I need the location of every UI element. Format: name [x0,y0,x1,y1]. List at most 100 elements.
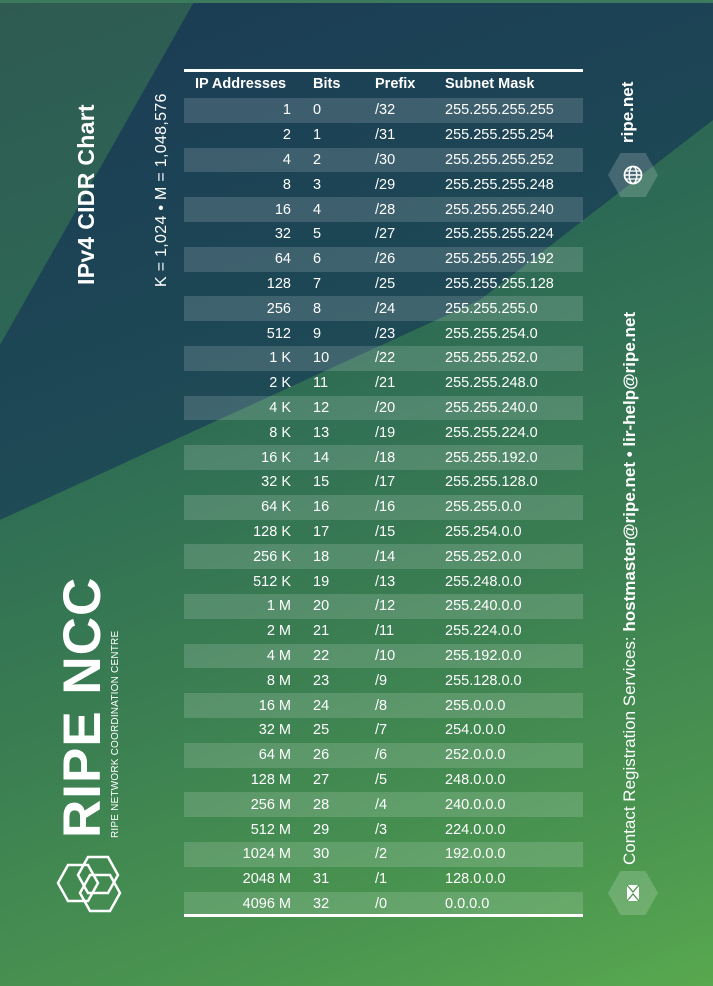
cell-bits: 5 [313,226,322,243]
cell-bits: 16 [313,494,375,520]
page-title: IPv4 CIDR Chart [73,104,99,285]
header-subnet-mask: Subnet Mask [445,76,535,92]
cell-prefix: /6 [375,742,445,768]
cell-subnet-mask: 224.0.0.0 [445,821,506,838]
cell-ip-addresses: 1 M [184,593,313,619]
cell-bits: 0 [313,98,375,123]
cell-ip-addresses: 256 K [184,544,313,570]
cell-bits: 29 [313,821,330,838]
cell-ip-addresses: 512 M [250,821,291,838]
cell-prefix: /24 [375,296,445,322]
cell-subnet-mask: 255.224.0.0 [445,623,522,640]
cell-subnet-mask: 192.0.0.0 [445,841,583,867]
cell-bits: 6 [313,246,375,272]
table-row: 32 K 15/17 255.255.128.0 [184,470,583,495]
cell-bits: 15 [313,474,330,491]
cell-subnet-mask: 255.255.255.192 [445,246,583,272]
header-bits: Bits [313,76,341,92]
cidr-table: IP Addresses Bits Prefix Subnet Mask 1 0/… [184,70,583,917]
cell-ip-addresses: 2 K [269,375,291,392]
table-row: 128 M 27/5 248.0.0.0 [184,768,583,793]
cell-subnet-mask: 255.255.255.128 [445,275,554,292]
cell-ip-addresses: 16 [184,197,313,222]
cell-bits: 19 [313,573,330,590]
cell-bits: 1 [313,127,322,144]
cell-subnet-mask: 255.255.255.252 [445,147,583,173]
cell-prefix: /20 [375,395,445,421]
cell-bits: 8 [313,296,375,322]
cell-prefix: /2 [375,841,445,867]
cell-ip-addresses: 1 K [184,345,313,371]
cell-subnet-mask: 255.255.254.0 [445,325,538,342]
hexagon-cubes-logo [56,855,122,913]
table-row: 4 2/30 255.255.255.252 [184,147,583,173]
cell-bits: 4 [313,197,375,222]
table-row: 32 5/27 255.255.255.224 [184,222,583,247]
table-bottom-rule [184,914,583,917]
cell-bits: 23 [313,672,330,689]
table-row: 128 7/25 255.255.255.128 [184,272,583,297]
table-row: 256 8/24 255.255.255.0 [184,296,583,322]
cell-ip-addresses: 4 M [184,643,313,669]
mail-icon [626,884,640,902]
cell-prefix: /18 [375,445,445,470]
table-row: 8 M 23/9 255.128.0.0 [184,668,583,693]
table-row: 4 K 12/20 255.255.240.0 [184,395,583,421]
cell-ip-addresses: 32 M [258,722,291,739]
cell-prefix: /16 [375,494,445,520]
table-row: 4096 M 32/0 0.0.0.0 [184,891,583,917]
cell-ip-addresses: 128 M [250,771,291,788]
cell-subnet-mask: 255.255.224.0 [445,424,538,441]
table-header-row: IP Addresses Bits Prefix Subnet Mask [184,70,583,98]
table-row: 16 M 24/8 255.0.0.0 [184,693,583,718]
table-row: 8 K 13/19 255.255.224.0 [184,420,583,445]
cell-subnet-mask: 255.192.0.0 [445,643,583,669]
cell-bits: 32 [313,891,375,917]
cell-ip-addresses: 2 M [266,623,291,640]
cell-subnet-mask: 255.128.0.0 [445,672,522,689]
cell-prefix: /12 [375,593,445,619]
cell-subnet-mask: 0.0.0.0 [445,891,583,917]
cell-ip-addresses: 4 [184,147,313,173]
cell-bits: 3 [313,176,322,193]
cell-ip-addresses: 512 K [253,573,291,590]
cell-ip-addresses: 32 [274,226,291,243]
table-row: 4 M 22/10 255.192.0.0 [184,643,583,669]
cell-prefix: /31 [375,127,396,144]
table-row: 16 4/28 255.255.255.240 [184,197,583,222]
cell-prefix: /28 [375,197,445,222]
header-prefix: Prefix [375,76,416,92]
cell-bits: 30 [313,841,375,867]
cell-bits: 21 [313,623,330,640]
table-row: 64 M 26/6 252.0.0.0 [184,742,583,768]
website-link[interactable]: ripe.net [618,81,637,143]
cell-subnet-mask: 240.0.0.0 [445,792,583,818]
table-row: 2 K 11/21 255.255.248.0 [184,371,583,396]
table-row: 128 K 17/15 255.254.0.0 [184,520,583,545]
contact-emails[interactable]: hostmaster@ripe.net • lir-help@ripe.net [620,311,639,632]
table-row: 2 1/31 255.255.255.254 [184,123,583,148]
cell-prefix: /22 [375,345,445,371]
cell-ip-addresses: 128 [266,275,291,292]
globe-icon [623,165,643,185]
mail-icon-badge[interactable] [608,871,658,915]
cell-prefix: /23 [375,325,396,342]
cell-subnet-mask: 255.255.248.0 [445,375,538,392]
cell-subnet-mask: 255.255.255.248 [445,176,554,193]
table-row: 8 3/29 255.255.255.248 [184,172,583,197]
cell-subnet-mask: 255.252.0.0 [445,544,583,570]
table-row: 16 K 14/18 255.255.192.0 [184,445,583,470]
cell-subnet-mask: 255.255.255.254 [445,127,554,144]
cell-bits: 14 [313,445,375,470]
cell-ip-addresses: 256 M [184,792,313,818]
contact-line: Contact Registration Services: hostmaste… [620,312,640,865]
cell-subnet-mask: 252.0.0.0 [445,742,583,768]
cell-subnet-mask: 255.0.0.0 [445,693,583,718]
cell-prefix: /11 [375,623,395,640]
cell-prefix: /15 [375,523,396,540]
table-row: 1 K 10/22 255.255.252.0 [184,345,583,371]
cell-ip-addresses: 4 K [184,395,313,421]
table-row: 1 0/32 255.255.255.255 [184,98,583,123]
cell-prefix: /5 [375,771,388,788]
